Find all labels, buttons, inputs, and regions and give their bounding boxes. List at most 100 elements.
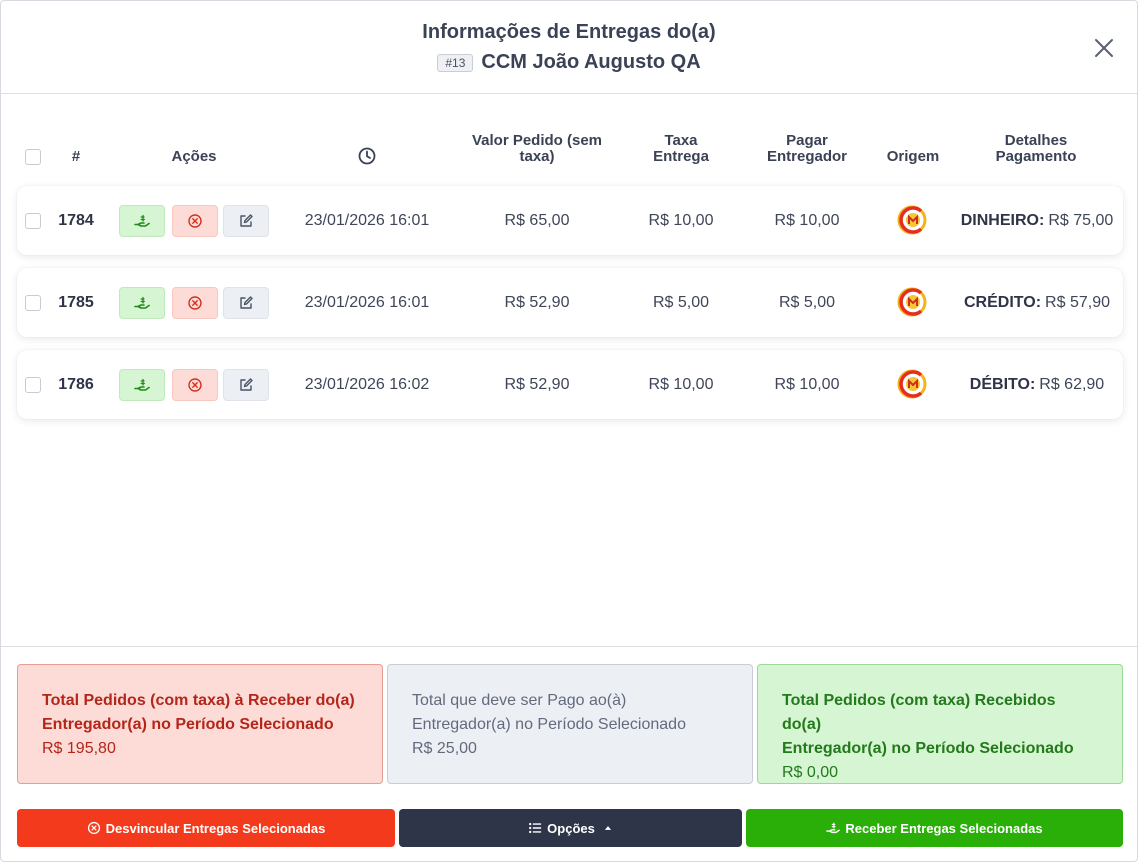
circle-x-icon (87, 821, 100, 835)
table-row[interactable]: 1784 23/01/2026 16:01 R$ 65,00 R$ 10,00 … (17, 186, 1123, 255)
col-header-pay-courier-line2: Entregador (766, 148, 847, 165)
circle-x-icon (188, 378, 202, 392)
close-icon (1095, 39, 1113, 57)
unlink-delivery-button[interactable] (172, 205, 218, 237)
col-header-fee: Taxa Entrega (631, 133, 731, 165)
summary-received-line2: Entregador(a) no Período Selecionado (782, 740, 1074, 757)
modal-header: Informações de Entregas do(a) #13 CCM Jo… (1, 1, 1137, 94)
footer-divider (1, 646, 1137, 647)
table-row[interactable]: 1785 23/01/2026 16:01 R$ 52,90 R$ 5,00 R… (17, 268, 1123, 337)
circle-x-icon (188, 214, 202, 228)
col-header-order-value-line1: Valor Pedido (sem (471, 132, 603, 149)
summary-to-receive-value: R$ 195,80 (42, 740, 116, 757)
delivery-fee: R$ 10,00 (648, 375, 714, 393)
receive-selected-button[interactable]: Receber Entregas Selecionadas (746, 809, 1123, 847)
courier-name: CCM João Augusto QA (481, 51, 701, 73)
order-datetime: 23/01/2026 16:02 (304, 375, 430, 393)
circle-x-icon (188, 296, 202, 310)
summary-received-value: R$ 0,00 (782, 764, 839, 781)
options-dropdown-button[interactable]: Opções (399, 809, 742, 847)
summary-to-receive: Total Pedidos (com taxa) à Receber do(a)… (17, 664, 383, 784)
receive-delivery-button[interactable] (119, 205, 165, 237)
col-header-pay-courier: Pagar Entregador (747, 133, 867, 165)
col-header-payment-details: Detalhes Pagamento (961, 133, 1111, 165)
delivery-fee: R$ 5,00 (652, 293, 710, 311)
order-datetime: 23/01/2026 16:01 (304, 293, 430, 311)
courier-heading: #13 CCM João Augusto QA (1, 51, 1137, 74)
summary-received: Total Pedidos (com taxa) Recebidos do(a)… (757, 664, 1123, 784)
receive-delivery-button[interactable] (119, 287, 165, 319)
order-number: 1785 (58, 293, 94, 311)
caret-up-icon (604, 826, 611, 830)
list-icon (529, 822, 542, 834)
unlink-delivery-button[interactable] (172, 287, 218, 319)
select-all-checkbox[interactable] (25, 149, 41, 165)
pay-courier: R$ 5,00 (778, 293, 836, 311)
hand-money-icon (134, 296, 150, 309)
unlink-delivery-button[interactable] (172, 369, 218, 401)
origin-logo-icon (897, 287, 927, 317)
payment-method: CRÉDITO: (964, 293, 1042, 311)
options-label: Opções (547, 820, 595, 836)
col-header-time (357, 147, 377, 169)
table-row[interactable]: 1786 23/01/2026 16:02 R$ 52,90 R$ 10,00 … (17, 350, 1123, 419)
delivery-fee: R$ 10,00 (648, 211, 714, 229)
payment-amount: R$ 57,90 (1045, 293, 1110, 311)
payment-method: DÉBITO: (969, 375, 1036, 393)
edit-icon (240, 296, 253, 309)
summary-received-line1: Total Pedidos (com taxa) Recebidos do(a) (782, 692, 1056, 733)
clock-icon (358, 147, 376, 165)
payment-details: DÉBITO: R$ 62,90 (951, 350, 1123, 419)
col-header-actions: Ações (171, 148, 217, 165)
unlink-selected-label: Desvincular Entregas Selecionadas (105, 820, 326, 836)
summary-to-pay: Total que deve ser Pago ao(à) Entregador… (387, 664, 753, 784)
summary-to-receive-line2: Entregador(a) no Período Selecionado (42, 716, 334, 733)
summary-to-pay-line2: Entregador(a) no Período Selecionado (412, 716, 686, 733)
row-checkbox[interactable] (25, 377, 41, 393)
edit-icon (240, 378, 253, 391)
payment-method: DINHEIRO: (960, 211, 1045, 229)
order-number: 1784 (58, 211, 94, 229)
col-header-order-value-line2: taxa) (519, 148, 555, 165)
order-number: 1786 (58, 375, 94, 393)
row-checkbox[interactable] (25, 213, 41, 229)
col-header-number: # (71, 148, 81, 165)
receive-delivery-button[interactable] (119, 369, 165, 401)
payment-details: DINHEIRO: R$ 75,00 (951, 186, 1123, 255)
order-value: R$ 52,90 (504, 293, 570, 311)
col-header-fee-line2: Entrega (653, 148, 709, 165)
hand-money-icon (134, 378, 150, 391)
order-value: R$ 65,00 (504, 211, 570, 229)
unlink-selected-button[interactable]: Desvincular Entregas Selecionadas (17, 809, 395, 847)
edit-delivery-button[interactable] (223, 369, 269, 401)
origin-logo-icon (897, 205, 927, 235)
summary-to-pay-value: R$ 25,00 (412, 740, 477, 757)
pay-courier: R$ 10,00 (774, 211, 840, 229)
hand-money-icon (134, 214, 150, 227)
col-header-order-value: Valor Pedido (sem taxa) (447, 133, 627, 165)
summary-to-receive-line1: Total Pedidos (com taxa) à Receber do(a) (42, 692, 355, 709)
col-header-pay-courier-line1: Pagar (786, 132, 828, 149)
edit-icon (240, 214, 253, 227)
payment-details: CRÉDITO: R$ 57,90 (951, 268, 1123, 337)
order-datetime: 23/01/2026 16:01 (304, 211, 430, 229)
col-header-origin: Origem (886, 148, 940, 165)
row-checkbox[interactable] (25, 295, 41, 311)
courier-id-badge: #13 (437, 53, 474, 72)
hand-money-icon (826, 822, 841, 834)
receive-selected-label: Receber Entregas Selecionadas (845, 820, 1043, 836)
col-header-fee-line1: Taxa (664, 132, 698, 149)
pay-courier: R$ 10,00 (774, 375, 840, 393)
col-header-payment-details-line2: Pagamento (995, 148, 1077, 165)
edit-delivery-button[interactable] (223, 205, 269, 237)
payment-amount: R$ 62,90 (1039, 375, 1105, 393)
modal-title: Informações de Entregas do(a) (422, 21, 716, 43)
summary-to-pay-line1: Total que deve ser Pago ao(à) (412, 692, 627, 709)
close-button[interactable] (1093, 37, 1115, 59)
edit-delivery-button[interactable] (223, 287, 269, 319)
payment-amount: R$ 75,00 (1048, 211, 1114, 229)
origin-logo-icon (897, 369, 927, 399)
order-value: R$ 52,90 (504, 375, 570, 393)
col-header-payment-details-line1: Detalhes (1004, 132, 1068, 149)
